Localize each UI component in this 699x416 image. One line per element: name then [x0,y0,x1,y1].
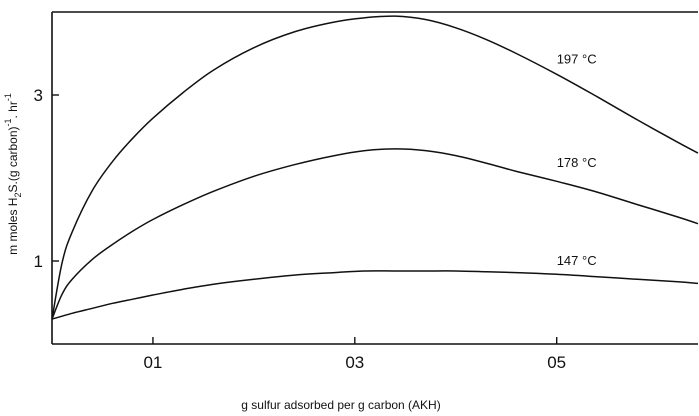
x-tick-label: 03 [345,353,364,372]
y-axis-title-part: -1 [3,118,13,126]
series-label: 197 °C [557,51,597,66]
series-label: 178 °C [557,155,597,170]
y-axis-title-part: 2 [13,193,23,198]
series-line [51,148,699,320]
series-line [51,270,699,320]
y-tick-label: 1 [34,252,43,271]
y-axis-title-part: -1 [3,93,13,101]
y-axis-title: m moles H2S.(g carbon)-1. hr-1 [3,93,23,255]
x-tick-label: 05 [547,353,566,372]
x-tick-label: 01 [143,353,162,372]
y-tick-label: 3 [34,86,43,105]
series-labels: 197 °C 178 °C 147 °C [557,51,597,268]
axes [51,11,698,345]
y-axis-title-part: m moles H [6,198,20,255]
y-axis-title-part: . hr [6,101,20,118]
series-line [51,15,699,320]
y-axis-title-part: S.(g carbon) [6,126,20,192]
ticks: 01 03 05 1 3 [34,86,567,372]
x-axis-title: g sulfur adsorbed per g carbon (AKH) [241,398,440,412]
series-label: 147 °C [557,253,597,268]
curves [51,15,699,320]
